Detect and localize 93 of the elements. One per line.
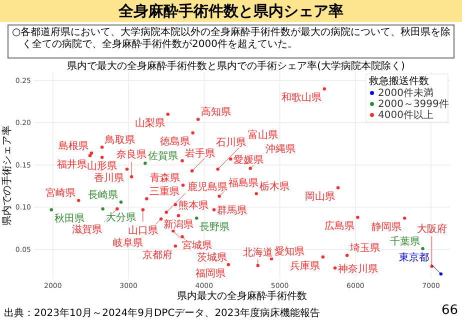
data-label: 山口県 [128,224,158,237]
legend-label: 2000～3999件 [378,99,449,110]
data-label: 茨城県 [197,252,228,264]
point [356,216,360,219]
data-label: 千葉県 [390,235,420,248]
data-label: 広島県 [324,220,355,232]
data-label: 奈良県 [116,148,147,161]
point [333,266,337,270]
data-label: 沖縄県 [265,143,296,156]
legend-label: 2000件未満 [378,87,434,99]
chart-title: 全身麻酔手術件数と県内シェア率 [118,2,344,20]
data-label: 北海道 [242,246,273,258]
point [125,168,129,171]
point [439,272,443,276]
legend-label: 4000件以上 [378,109,434,121]
data-label: 宮城県 [182,240,212,252]
point [322,87,326,90]
point [403,216,406,220]
point [119,200,123,204]
data-label: 佐賀県 [148,150,178,162]
data-label: 京都府 [142,248,172,261]
x-axis-title: 県内最大の全身麻酔手術件数 [177,290,307,302]
data-label: 滋賀県 [72,224,102,236]
data-label: 岡山県 [305,190,336,203]
data-label: 島根県 [58,140,88,152]
data-label: 埼玉県 [349,242,380,254]
point [336,186,340,190]
y-axis-title: 県内での手術シェア率 [1,126,13,226]
point [256,264,260,268]
data-label: 福井県 [56,158,87,170]
point [180,159,184,162]
data-label: 青森県 [150,172,180,184]
point [181,184,185,187]
data-label: 長崎県 [88,188,118,201]
data-label: 群馬県 [217,204,248,217]
point [191,131,194,134]
point [216,168,220,171]
data-label: 三重県 [150,186,180,198]
data-label: 愛知県 [274,246,304,258]
point [195,216,198,220]
point [101,207,104,210]
point [218,194,221,198]
point [88,154,92,158]
text: 県内で最大の全身麻酔手術件数と県内での手術シェア率(大学病院本院除く) [67,60,405,72]
point [248,166,252,170]
data-label: 山梨県 [134,117,165,130]
point [229,157,232,161]
point [212,208,216,212]
point [77,198,80,202]
point [100,146,104,149]
data-label: 大分県 [106,212,136,224]
data-label: 福岡県 [195,267,226,280]
data-label: 熊本県 [178,199,208,212]
point [144,162,147,165]
data-label: 鹿児島県 [187,181,228,194]
data-label: 栃木県 [259,180,290,192]
point [176,214,180,218]
point [180,235,184,238]
data-label: 高知県 [201,106,232,118]
point [346,254,349,257]
data-label: 静岡県 [372,220,402,233]
data-label: 新潟県 [163,218,194,230]
data-label: 徳島県 [160,136,190,148]
data-label: 東京都 [398,252,429,264]
data-label: 鳥取県 [104,134,136,146]
data-label: 神奈川県 [338,262,378,275]
data-label: 兵庫県 [290,260,320,272]
point [90,152,94,155]
data-label: 大阪府 [416,223,447,236]
point [421,246,424,250]
point [50,208,53,212]
source-note: 出典：2023年10月～2024年9月DPCデータ、2023年度病床機能報告 [4,307,320,319]
text: 66 [441,303,458,318]
point [164,210,168,214]
point [321,255,325,259]
point [145,197,148,200]
point [196,118,200,121]
legend-title: 救急搬送件数 [368,75,429,87]
data-label: 長野県 [200,222,230,233]
data-label: 秋田県 [54,212,84,225]
point [166,112,170,116]
data-label: 香川県 [94,172,124,184]
data-label: 山形県 [87,160,118,172]
data-label: 岐阜県 [113,236,144,249]
point [226,263,230,266]
data-label: 福島県 [228,177,258,189]
point [254,192,258,196]
point [100,156,104,159]
data-label: 宮崎県 [46,187,76,200]
point [141,208,145,212]
data-label: 和歌山県 [281,92,322,104]
data-label: 富山県 [248,128,278,141]
point [174,244,178,248]
